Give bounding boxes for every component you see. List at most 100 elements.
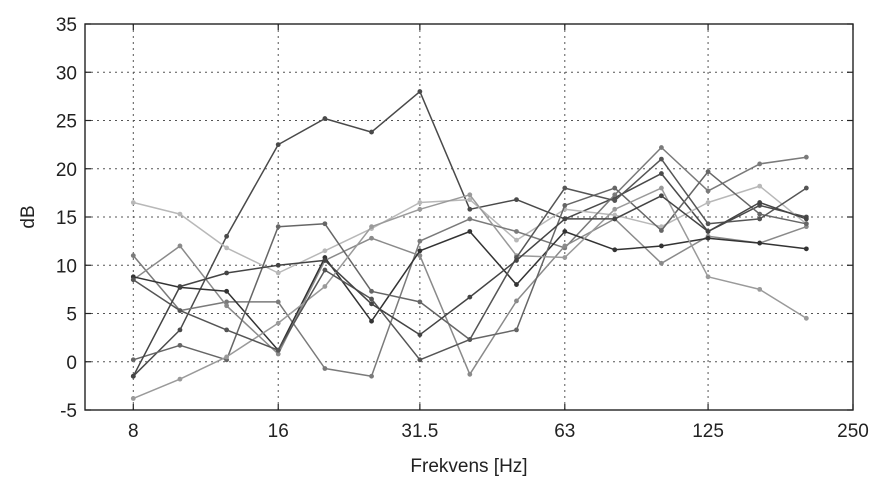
data-point: [417, 357, 423, 363]
data-point: [514, 229, 519, 234]
data-point: [369, 235, 374, 241]
y-tick-label: 30: [56, 63, 77, 84]
data-point: [130, 357, 136, 363]
series-5: [130, 229, 809, 353]
y-tick-label: 0: [66, 353, 77, 374]
data-point: [322, 221, 328, 227]
data-point: [177, 284, 183, 289]
data-point: [417, 299, 423, 305]
data-point: [659, 171, 664, 176]
data-point: [514, 237, 519, 243]
x-tick-label: 125: [692, 421, 724, 442]
data-point: [177, 211, 183, 217]
data-point: [612, 185, 618, 191]
data-point: [659, 243, 664, 249]
data-point: [467, 294, 473, 300]
data-point: [275, 347, 281, 353]
data-point: [612, 206, 618, 212]
y-tick-label: 20: [56, 160, 77, 181]
data-point: [177, 243, 183, 249]
data-point: [467, 371, 473, 377]
data-point: [224, 233, 230, 239]
data-point: [322, 248, 328, 254]
x-tick-label: 63: [554, 421, 575, 442]
data-point: [467, 216, 473, 222]
data-point: [612, 216, 618, 222]
data-point: [130, 200, 136, 205]
data-point: [514, 258, 519, 263]
series-2: [130, 183, 809, 276]
data-point: [322, 267, 328, 273]
x-tick-label: 250: [837, 421, 869, 442]
data-point: [130, 373, 136, 379]
data-point: [275, 262, 281, 268]
data-point: [705, 188, 711, 194]
data-point: [757, 200, 763, 205]
data-point: [417, 238, 423, 244]
data-point: [130, 396, 136, 401]
data-point: [705, 200, 711, 205]
data-point: [757, 161, 763, 167]
data-point: [612, 212, 618, 218]
data-point: [322, 116, 328, 121]
data-point: [467, 197, 473, 203]
data-point: [803, 154, 809, 160]
series-layer: [130, 89, 809, 401]
data-point: [369, 296, 374, 302]
data-point: [322, 284, 328, 289]
data-point: [514, 197, 519, 203]
data-point: [224, 303, 230, 309]
data-point: [369, 224, 374, 230]
data-point: [705, 169, 711, 175]
data-point: [757, 183, 763, 189]
data-point: [803, 246, 809, 252]
y-tick-label: 15: [56, 208, 77, 229]
data-point: [705, 274, 711, 280]
data-point: [224, 270, 230, 276]
data-point: [562, 243, 568, 249]
data-point: [369, 288, 374, 294]
data-point: [322, 258, 328, 263]
data-point: [803, 315, 809, 321]
data-point: [514, 298, 519, 304]
data-point: [224, 354, 230, 360]
data-point: [224, 245, 230, 251]
data-point: [705, 221, 711, 227]
x-tick-label: 8: [128, 421, 139, 442]
data-point: [467, 192, 473, 198]
axis-ticks: -5 0 5 10 15 20 25 30 35 8 16 31.5 63 125 250: [56, 15, 869, 442]
data-point: [659, 193, 664, 199]
data-point: [467, 206, 473, 212]
data-point: [417, 200, 423, 205]
data-point: [224, 288, 230, 294]
data-point: [275, 351, 281, 357]
data-point: [417, 332, 423, 338]
data-point: [177, 327, 183, 333]
data-point: [514, 327, 519, 333]
data-point: [514, 282, 519, 287]
data-point: [803, 216, 809, 222]
data-point: [417, 248, 423, 254]
data-point: [757, 211, 763, 217]
data-point: [612, 198, 618, 203]
data-point: [659, 145, 664, 150]
data-point: [177, 376, 183, 382]
data-point: [612, 247, 618, 253]
data-point: [130, 253, 136, 258]
data-point: [562, 229, 568, 234]
data-point: [757, 286, 763, 292]
data-point: [659, 228, 664, 233]
data-point: [177, 342, 183, 348]
data-point: [562, 255, 568, 260]
data-point: [275, 299, 281, 305]
series-8: [130, 156, 809, 363]
data-point: [659, 260, 664, 266]
data-point: [803, 185, 809, 191]
data-point: [562, 203, 568, 208]
data-point: [417, 89, 423, 94]
data-point: [659, 156, 664, 162]
y-axis-label: dB: [18, 205, 39, 228]
x-tick-label: 31.5: [401, 421, 438, 442]
data-point: [757, 216, 763, 222]
y-tick-label: 5: [66, 305, 77, 326]
